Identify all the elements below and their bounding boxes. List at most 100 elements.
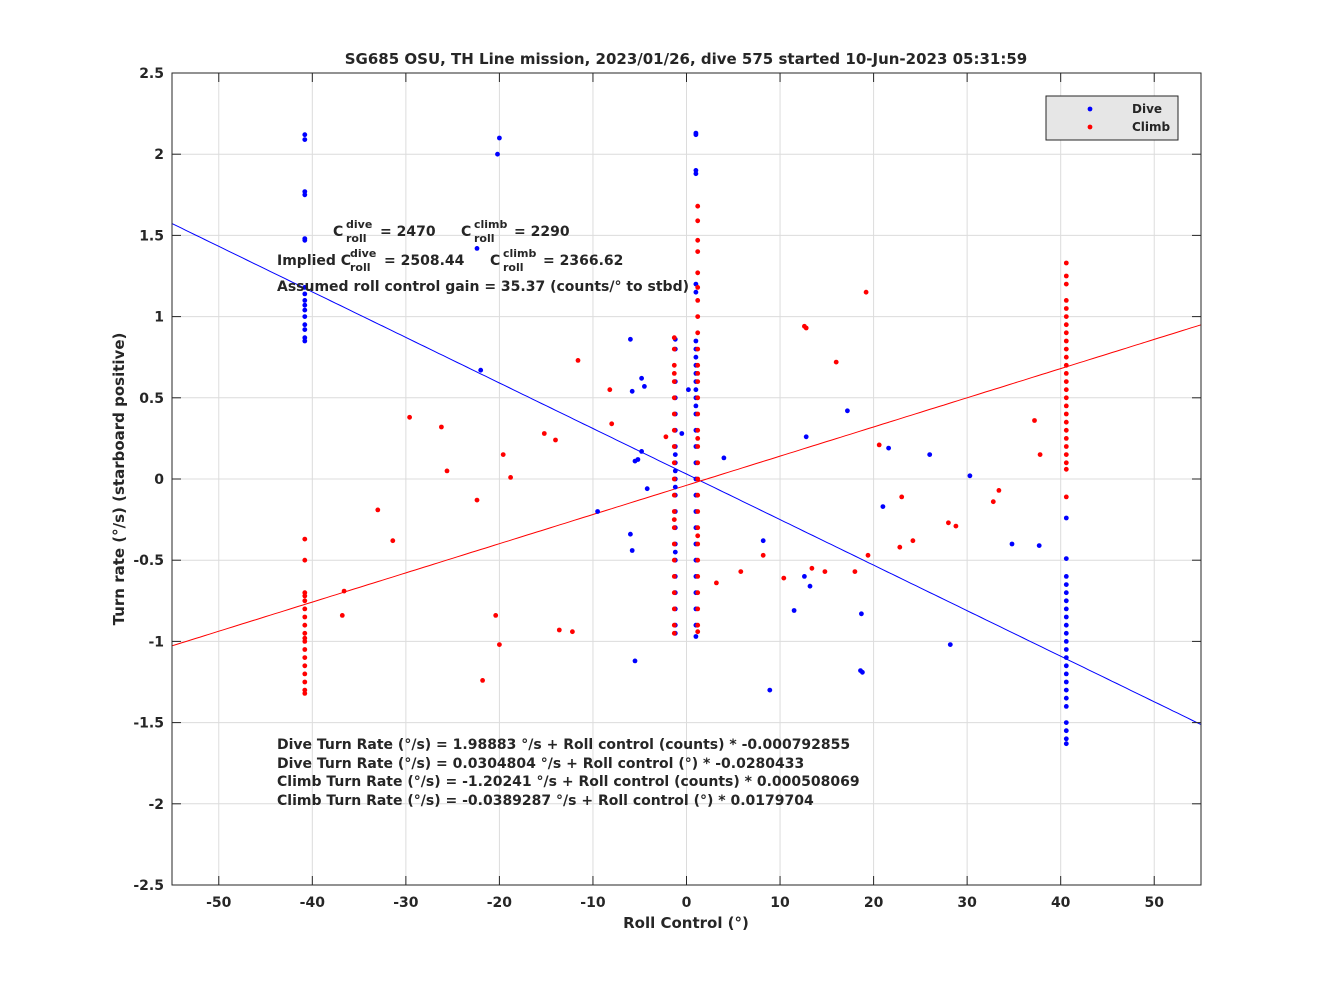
climb-point [1032, 418, 1037, 423]
climb-point [738, 569, 744, 574]
climb-point [1063, 322, 1069, 328]
climb-point [1063, 436, 1069, 441]
climb-point [302, 536, 308, 542]
climb-point [1063, 387, 1069, 393]
x-axis-label: Roll Control (°) [623, 914, 749, 932]
dive-point [807, 583, 813, 589]
y-tick-label: 1.5 [139, 228, 164, 244]
dive-point [1063, 556, 1069, 561]
implied-dive-value: = 2508.44 [384, 253, 465, 269]
x-tick-label: 0 [682, 895, 692, 911]
climb-point [695, 270, 701, 276]
dive-point [1063, 582, 1069, 587]
climb-point [390, 538, 396, 544]
climb-point [695, 590, 701, 596]
climb-point [339, 613, 345, 618]
climb-point [990, 499, 996, 505]
climb-point [695, 285, 701, 290]
dive-point [644, 486, 650, 492]
dive-point [1063, 622, 1069, 628]
climb-point [695, 460, 701, 466]
climb-point [695, 476, 701, 482]
climb-point [695, 557, 701, 563]
climb-point [1063, 371, 1069, 376]
dive-point [302, 307, 308, 313]
dive-point [693, 168, 699, 173]
roll-coefficient-annotation: C dive roll = 2470 C climb roll = 2290 I… [277, 218, 689, 295]
chart-title: SG685 OSU, TH Line mission, 2023/01/26, … [345, 50, 1028, 68]
dive-point [302, 192, 308, 198]
climb-point [910, 538, 916, 544]
equation-climb-counts: Climb Turn Rate (°/s) = -1.20241 °/s + R… [277, 774, 860, 790]
climb-point [1063, 260, 1069, 266]
dive-point [672, 549, 678, 555]
dive-point [693, 132, 699, 138]
climb-point [695, 533, 701, 539]
dive-point [1063, 720, 1069, 725]
implied-climb-sub: roll [503, 261, 524, 274]
climb-point [1063, 494, 1069, 500]
dive-point [791, 608, 797, 613]
dive-point [628, 336, 633, 342]
climb-point [302, 663, 308, 669]
climb-point [695, 411, 701, 417]
climb-point [671, 630, 677, 636]
climb-point [876, 442, 882, 448]
climb-point [302, 635, 308, 641]
dive-point [639, 449, 644, 454]
dive-point [302, 291, 308, 297]
climb-point [1063, 338, 1069, 344]
climb-point [302, 557, 308, 563]
climb-point [863, 289, 869, 295]
climb-point [480, 678, 485, 683]
climb-point [671, 557, 677, 563]
climb-point [671, 395, 677, 401]
climb-point [671, 606, 677, 612]
climb-point [695, 509, 701, 514]
dive-point [474, 246, 480, 251]
climb-point [695, 629, 701, 635]
climb-point [1063, 330, 1069, 336]
dive-point [478, 367, 484, 373]
climb-point [695, 237, 701, 243]
implied-climb-value: = 2366.62 [543, 253, 623, 269]
regression-equations: Dive Turn Rate (°/s) = 1.98883 °/s + Rol… [277, 737, 860, 809]
dive-point [1063, 630, 1069, 636]
x-tick-label: -20 [487, 895, 513, 911]
dive-point [1036, 543, 1042, 548]
climb-point [474, 497, 480, 503]
climb-point [695, 371, 701, 376]
climb-point [899, 494, 905, 500]
climb-point [695, 249, 701, 255]
climb-point [663, 434, 669, 440]
dive-point [639, 375, 644, 381]
dive-point [693, 403, 699, 409]
x-tick-label: -40 [300, 895, 326, 911]
climb-point [1063, 298, 1069, 303]
dive-point [803, 434, 809, 440]
dive-point [693, 387, 699, 393]
climb-point [671, 371, 677, 376]
climb-point [1063, 314, 1069, 319]
climb-point [493, 613, 499, 618]
legend-dive-marker [1087, 106, 1093, 112]
climb-point [541, 431, 547, 436]
x-tick-label: 30 [957, 895, 977, 911]
climb-point [671, 541, 677, 547]
climb-point [671, 379, 677, 384]
dive-point [693, 354, 699, 360]
climb-point [302, 614, 308, 620]
climb-point [695, 218, 701, 224]
climb-point [302, 687, 308, 693]
dive-point [672, 484, 678, 490]
dive-point [693, 338, 699, 344]
climb-point [695, 541, 701, 547]
dive-point [880, 504, 886, 509]
dive-fit-line [171, 223, 1202, 725]
climb-point [695, 574, 701, 579]
climb-point [695, 203, 701, 209]
climb-point [497, 642, 502, 647]
climb-point [570, 629, 575, 635]
climb-point [671, 335, 677, 341]
dive-point [693, 634, 699, 639]
